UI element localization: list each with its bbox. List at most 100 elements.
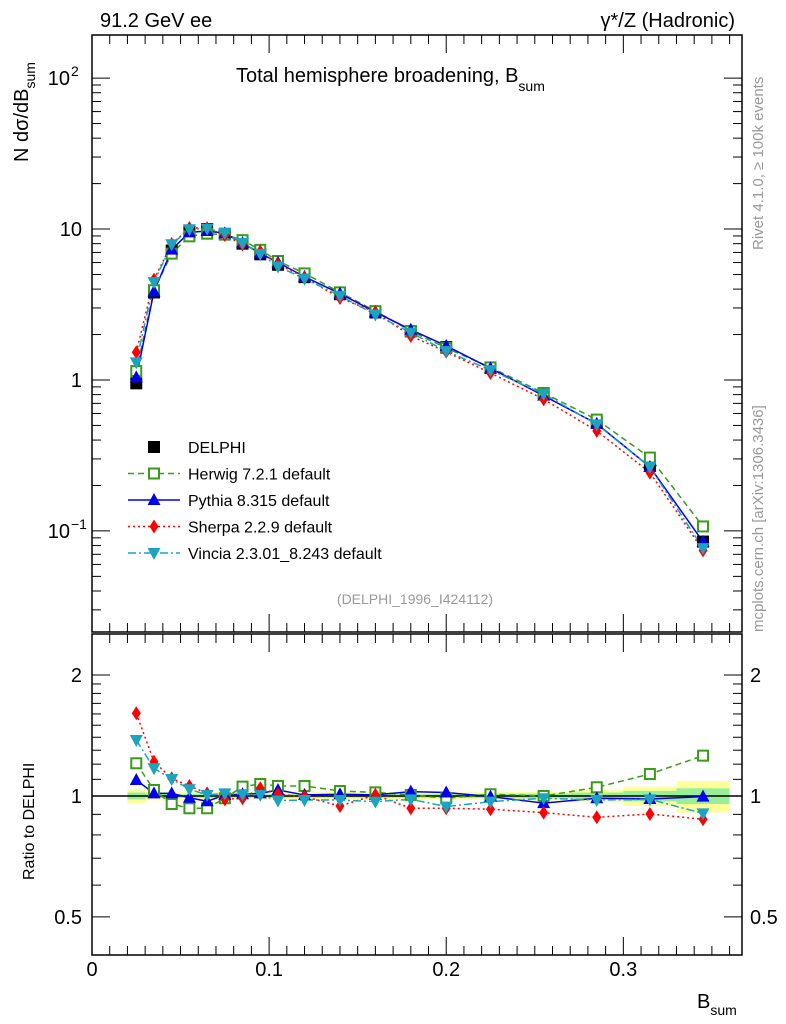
sherpa-point [131, 345, 141, 360]
vincia-ratio-point [590, 795, 604, 808]
herwig-ratio-point [183, 802, 196, 815]
vincia-point [182, 224, 196, 237]
sherpa-ratio-point [406, 801, 416, 816]
vincia-ratio-point [696, 808, 710, 821]
header-right: γ*/Z (Hadronic) [601, 10, 735, 32]
vincia-point [368, 309, 382, 322]
pythia-ratio-point [165, 786, 179, 799]
vincia-point [147, 277, 161, 290]
ratio-y-tick-label: 0.5 [750, 907, 778, 929]
legend-label-sherpa: Sherpa 2.2.9 default [188, 520, 333, 537]
vincia-point [200, 223, 214, 236]
vincia-ratio-point [236, 789, 250, 802]
vincia-ratio-point [368, 796, 382, 809]
ratio-y-tick-label: 1 [71, 786, 82, 808]
legend-marker-vincia [147, 548, 161, 560]
vincia-ratio-point [537, 793, 551, 806]
main-panel-frame [91, 34, 743, 633]
legend: DELPHI Herwig 7.2.1 default Pythia 8.315 d… [128, 440, 382, 563]
sherpa-ratio-point [131, 706, 141, 721]
vincia-ratio-point [253, 789, 267, 802]
ratio-y-axis-label: Ratio to DELPHI [21, 763, 38, 880]
herwig-ratio-point [697, 749, 710, 762]
y-tick-label: 1 [71, 370, 82, 392]
vincia-point [218, 227, 232, 240]
vincia-ratio-point [484, 796, 498, 809]
legend-label-pythia: Pythia 8.315 default [188, 493, 330, 510]
vincia-ratio-point [218, 788, 232, 801]
pythia-point [147, 284, 161, 297]
vincia-point [404, 327, 418, 340]
vincia-ratio-point [147, 763, 161, 776]
vincia-point [537, 388, 551, 401]
sherpa-ratio-point [645, 806, 655, 821]
legend-label-delphi: DELPHI [188, 440, 246, 457]
pythia-point [129, 370, 143, 383]
pythia-ratio-point [129, 772, 143, 785]
vincia-point [236, 238, 250, 251]
herwig-ratio-point [590, 781, 603, 794]
header-left: 91.2 GeV ee [100, 10, 212, 32]
vincia-point [643, 462, 657, 475]
sherpa-ratio-point [486, 802, 496, 817]
x-tick-label: 0.3 [609, 959, 637, 981]
y-tick-label: 10 [48, 68, 70, 90]
vincia-ratio-point [165, 774, 179, 787]
pythia-ratio-point [147, 786, 161, 799]
legend-label-vincia: Vincia 2.3.01_8.243 default [188, 546, 382, 563]
legend-marker-herwig [148, 467, 160, 480]
legend-label-herwig: Herwig 7.2.1 default [188, 467, 331, 484]
vincia-point [129, 357, 143, 370]
ratio-y-tick-label: 1 [750, 786, 761, 808]
vincia-point [165, 239, 179, 252]
vincia-ratio-point [182, 784, 196, 797]
vincia-point [298, 273, 312, 286]
vincia-ratio-point [129, 735, 143, 748]
chart-title: Total hemisphere broadening, Bsum [236, 65, 545, 94]
annotation: (DELPHI_1996_I424112) [337, 591, 493, 607]
vincia-point [333, 290, 347, 303]
ratio-y-tick-label: 0.5 [54, 907, 82, 929]
vincia-ratio-point [404, 794, 418, 807]
pythia-ratio-point [404, 784, 418, 797]
side-label-top: Rivet 4.1.0, ≥ 100k events [750, 77, 767, 250]
legend-marker-delphi [148, 441, 160, 453]
y-axis-label: N dσ/dBsum [11, 62, 38, 162]
legend-marker-pythia [147, 493, 161, 505]
vincia-point [253, 248, 267, 261]
ratio-y-tick-label: 2 [750, 665, 761, 687]
vincia-ratio-point [643, 794, 657, 807]
ratio-y-tick-label: 2 [71, 665, 82, 687]
x-tick-label: 0.2 [432, 959, 460, 981]
vincia-point [439, 346, 453, 359]
x-tick-label: 0.1 [255, 959, 283, 981]
ratio-panel-frame [91, 633, 743, 956]
x-axis-label: Bsum [697, 991, 737, 1018]
vincia-ratio-point [298, 795, 312, 808]
vincia-ratio-point [200, 789, 214, 802]
vincia-point [696, 543, 710, 556]
vincia-ratio-point [333, 795, 347, 808]
x-tick-label: 0 [86, 959, 97, 981]
vincia-point [590, 419, 604, 432]
vincia-ratio-point [271, 795, 285, 808]
herwig-point [697, 520, 710, 533]
sherpa-ratio-point [539, 805, 549, 820]
vincia-ratio-point [439, 801, 453, 814]
y-tick-label-exponent: −1 [71, 516, 87, 532]
pythia-ratio-point [439, 785, 453, 798]
side-label-bottom: mcplots.cern.ch [arXiv:1306.3436] [750, 405, 767, 632]
vincia-point [484, 365, 498, 378]
pythia-ratio-point [696, 789, 710, 802]
y-tick-label: 10 [60, 219, 82, 241]
herwig-ratio-point [165, 798, 178, 811]
pythia-ratio-point [182, 790, 196, 803]
y-tick-label: 10 [48, 521, 70, 543]
y-tick-label-exponent: 2 [71, 63, 79, 79]
herwig-ratio-point [643, 768, 656, 781]
herwig-ratio-point [130, 757, 143, 770]
vincia-point [271, 261, 285, 274]
legend-marker-sherpa [149, 519, 159, 534]
sherpa-ratio-point [592, 810, 602, 825]
